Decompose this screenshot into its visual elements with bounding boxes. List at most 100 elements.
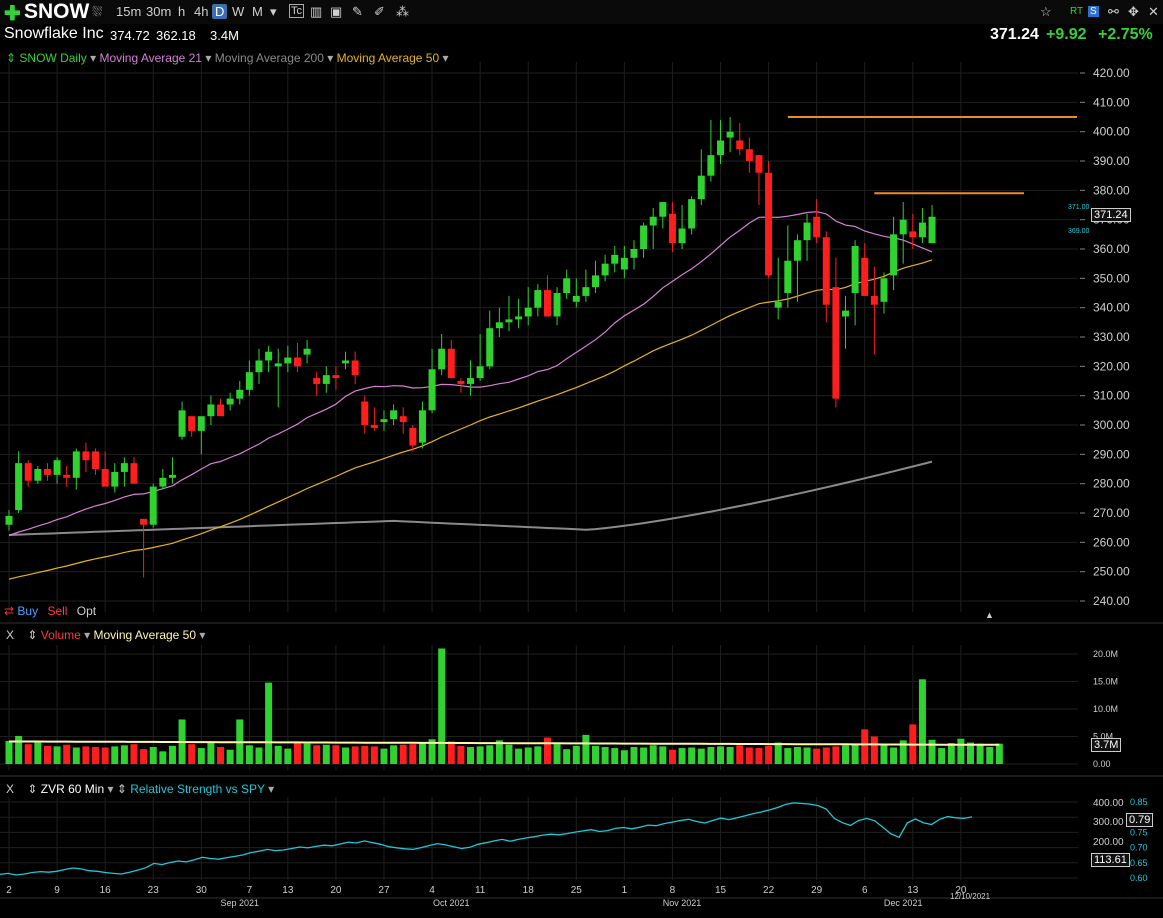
candle-body [63,474,71,478]
favorite-star-icon[interactable]: ☆ [1040,4,1052,19]
volume-bar [563,749,571,764]
candle-body [207,404,215,417]
timeframe-h[interactable]: h [178,4,186,19]
volume-tick-label: 5.0M [1093,732,1113,742]
legend-dropdown-icon[interactable]: ▾ [268,782,275,796]
s-badge[interactable]: S [1088,6,1099,17]
edit-icon[interactable]: ✐ [374,4,385,19]
legend-arrow-icon[interactable]: ⇕ [116,782,127,796]
timeframe-d[interactable]: D [212,4,228,19]
legend-arrow-icon[interactable]: ⇕ [6,51,17,65]
snapshot-icon[interactable]: ⛆ [92,4,103,19]
draw-pencil-icon[interactable]: ✎ [352,4,363,19]
bars-icon[interactable]: ▥ [310,4,323,19]
legend-dropdown-icon[interactable]: ▾ [107,782,114,796]
candle-body [534,290,542,308]
candle-body [486,328,494,367]
candle-body [82,451,90,461]
volume-bar [572,745,580,764]
trade-icon[interactable]: ⇄ [4,604,15,618]
move-icon[interactable]: ✥ [1128,4,1139,19]
timeframe-m[interactable]: M [252,4,263,19]
rs-close-button[interactable]: X [6,782,15,796]
timeframe-15m[interactable]: 15m [116,4,142,19]
legend-dropdown-icon[interactable]: ▾ [199,628,206,642]
add-study-icon[interactable]: ▣ [330,4,343,19]
rs-legend: X ⇕ ZVR 60 Min ▾ ⇕ Relative Strength vs … [6,782,274,796]
candle-body [226,398,234,405]
scroll-up-icon[interactable]: ▲ [985,610,994,620]
volume-bar [553,744,561,764]
legend-daily[interactable]: SNOW Daily [19,51,87,65]
legend-dropdown-icon[interactable]: ▾ [442,51,449,65]
legend-arrow-icon[interactable]: ⇕ [27,628,38,642]
legend-ma200[interactable]: Moving Average 200 [214,51,324,65]
candle-body [313,378,321,384]
candle-body [861,257,869,296]
volume-bar [630,746,638,764]
timeframe-4h[interactable]: 4h [194,4,209,19]
candle-body [255,360,263,373]
candle-body [909,231,917,238]
rt-badge[interactable]: RT [1070,6,1084,17]
timeframe-w[interactable]: W [232,4,245,19]
volume-bar [72,747,80,764]
rs-right-current-tag: 0.79 [1126,813,1154,827]
legend-dropdown-icon[interactable]: ▾ [90,51,97,65]
price-tick-label: 250.00 [1093,565,1130,579]
volume-bar [947,743,955,764]
volume-bar [524,747,532,764]
candle-body [361,401,369,425]
volume-ma-path [9,740,1000,746]
candle-body [438,348,446,370]
volume-bar [842,745,850,764]
month-label: Sep 2021 [220,898,259,908]
volume-bar [332,745,340,764]
volume-bar [995,743,1003,764]
volume-bar [370,746,378,764]
volume-ma-label[interactable]: Moving Average 50 [93,628,197,642]
chart-type-icon[interactable]: Tc [289,4,304,18]
dropdown-arrow-icon[interactable]: ▾ [270,4,277,19]
date-tick-label: 16 [100,885,112,896]
candle-body [765,172,773,276]
volume-close-button[interactable]: X [6,628,15,642]
share-icon[interactable]: ⁂ [396,4,409,19]
close-icon[interactable]: ✕ [1148,4,1159,19]
candle-body [774,301,782,308]
buy-button[interactable]: Buy [17,604,39,618]
candle-body [697,175,705,200]
candle-body [34,469,42,481]
sell-button[interactable]: Sell [47,604,68,618]
volume-bar [467,746,475,764]
opt-button[interactable]: Opt [76,604,97,618]
add-symbol-icon[interactable]: ✚ [4,3,21,25]
legend-arrow-icon[interactable]: ⇕ [27,782,38,796]
symbol-label[interactable]: SNOW [24,0,90,23]
legend-ma21[interactable]: Moving Average 21 [99,51,202,65]
volume-bar [43,745,51,764]
legend-dropdown-icon[interactable]: ▾ [205,51,212,65]
volume-bar [880,745,888,764]
timeframe-30m[interactable]: 30m [146,4,172,19]
candle-body [409,427,417,446]
legend-ma50[interactable]: Moving Average 50 [336,51,440,65]
candle-body [620,257,628,270]
volume-bar [659,746,667,764]
ma200-line [8,460,933,536]
candle-body [43,469,51,475]
rs-label[interactable]: Relative Strength vs SPY [130,782,265,796]
volume-bar [918,679,926,764]
candle-body [399,416,407,423]
legend-dropdown-icon[interactable]: ▾ [84,628,91,642]
volume-bar [168,745,176,764]
link-icon[interactable]: ⚯ [1108,4,1119,19]
volume-label[interactable]: Volume [40,628,81,642]
rs-left-tick-label: 400.00 [1093,798,1124,809]
candle-body [736,140,744,150]
zvr-label[interactable]: ZVR 60 Min [40,782,105,796]
candle-body [793,240,801,261]
legend-dropdown-icon[interactable]: ▾ [327,51,334,65]
price-legend: ⇕ SNOW Daily ▾ Moving Average 21 ▾ Movin… [6,51,449,65]
